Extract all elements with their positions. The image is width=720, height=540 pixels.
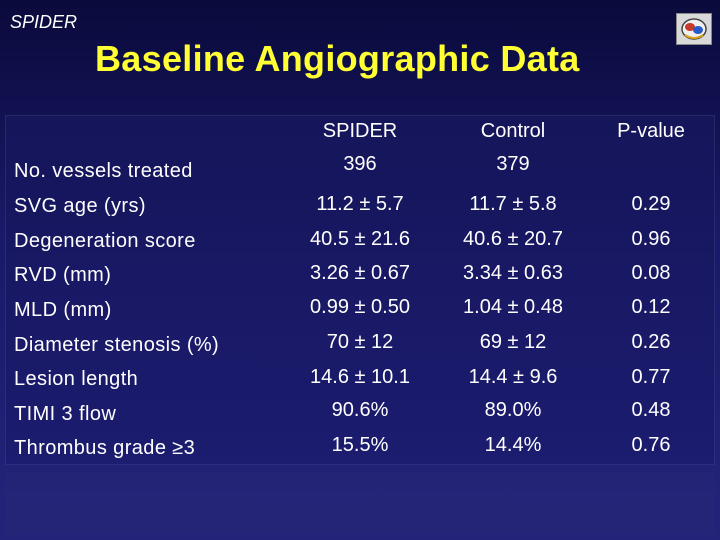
cell-control-thrombus: 14.4% [484, 434, 542, 456]
cell-p-rvd: 0.08 [631, 262, 671, 284]
cell-p-mld: 0.12 [631, 296, 671, 318]
row-label-vessels: No. vessels treated [14, 160, 193, 182]
cell-p-timi-flow: 0.48 [631, 399, 671, 421]
row-label-rvd: RVD (mm) [14, 264, 112, 286]
slide-title: Baseline Angiographic Data [95, 38, 580, 79]
cell-control-diameter-stenosis: 69 ± 12 [479, 331, 547, 353]
cell-spider-lesion-length: 14.6 ± 10.1 [310, 366, 410, 388]
row-label-svg-age: SVG age (yrs) [14, 195, 146, 217]
cell-control-timi-flow: 89.0% [484, 399, 542, 421]
cell-control-svg-age: 11.7 ± 5.8 [469, 193, 557, 215]
cell-control-lesion-length: 14.4 ± 9.6 [468, 366, 558, 388]
cell-p-diameter-stenosis: 0.26 [631, 331, 671, 353]
cell-control-mld: 1.04 ± 0.48 [463, 296, 563, 318]
cell-spider-thrombus: 15.5% [331, 434, 389, 456]
cell-control-degeneration: 40.6 ± 20.7 [463, 228, 563, 250]
row-label-timi-flow: TIMI 3 flow [14, 403, 117, 425]
cell-spider-vessels: 396 [343, 153, 377, 175]
cell-p-svg-age: 0.29 [631, 193, 671, 215]
logo-icon [676, 13, 712, 45]
row-label-lesion-length: Lesion length [14, 368, 139, 390]
bottom-band [5, 472, 715, 534]
row-label-diameter-stenosis: Diameter stenosis (%) [14, 334, 220, 356]
column-header-p-value: P-value [617, 120, 685, 142]
slide-top-label: SPIDER [10, 12, 78, 32]
cell-spider-rvd: 3.26 ± 0.67 [310, 262, 410, 284]
row-label-mld: MLD (mm) [14, 299, 112, 321]
row-label-degeneration: Degeneration score [14, 230, 196, 252]
cell-spider-diameter-stenosis: 70 ± 12 [326, 331, 394, 353]
table-panel [5, 115, 715, 465]
cell-p-lesion-length: 0.77 [631, 366, 671, 388]
cell-spider-timi-flow: 90.6% [331, 399, 389, 421]
row-label-thrombus: Thrombus grade ≥3 [14, 437, 196, 459]
cell-p-thrombus: 0.76 [631, 434, 671, 456]
cell-spider-degeneration: 40.5 ± 21.6 [310, 228, 410, 250]
cell-spider-svg-age: 11.2 ± 5.7 [316, 193, 404, 215]
column-header-spider: SPIDER [322, 120, 398, 142]
cell-control-rvd: 3.34 ± 0.63 [463, 262, 563, 284]
cell-spider-mld: 0.99 ± 0.50 [310, 296, 410, 318]
column-header-control: Control [480, 120, 546, 142]
cell-p-degeneration: 0.96 [631, 228, 671, 250]
cell-control-vessels: 379 [496, 153, 530, 175]
